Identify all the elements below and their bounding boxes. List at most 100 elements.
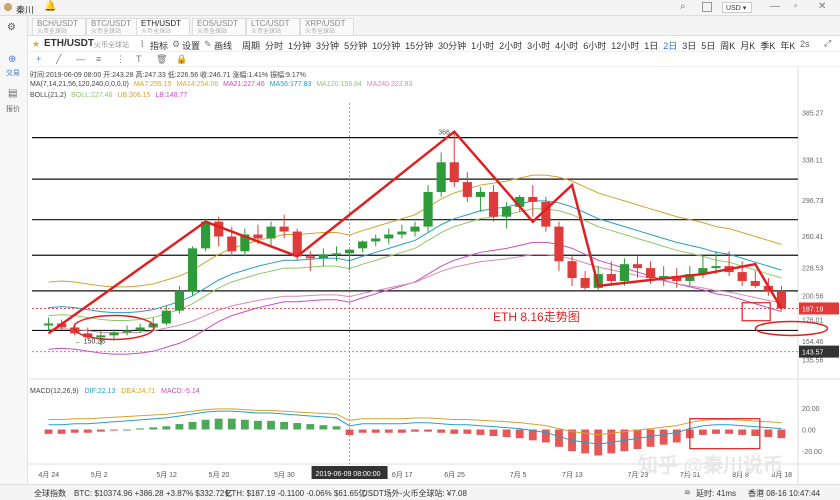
candle-body	[751, 281, 760, 286]
candle-body	[489, 192, 498, 217]
status-eth: ETH: $187.19 -0.1100 -0.06% $61.65亿	[226, 488, 366, 499]
bell-icon[interactable]: 🔔	[44, 1, 56, 12]
period-21[interactable]: 年K	[780, 41, 795, 51]
search-icon[interactable]: ⌕	[680, 1, 686, 12]
tab-eth[interactable]: ETH/USDT 火币全球站	[136, 18, 190, 35]
candle-body	[253, 235, 262, 239]
candle-body	[227, 236, 236, 251]
horizontal-line-icon[interactable]: ―	[76, 54, 85, 64]
market-icon[interactable]: ▤	[8, 88, 17, 99]
high-marker: 366	[438, 130, 450, 137]
period-6[interactable]: 15分钟	[405, 41, 433, 51]
period-8[interactable]: 1小时	[471, 41, 494, 51]
line-icon[interactable]: ╱	[56, 54, 61, 65]
macd-bar	[490, 430, 498, 437]
period-12[interactable]: 6小时	[583, 41, 606, 51]
settings-icon[interactable]: ⚙	[7, 22, 16, 33]
lock-icon[interactable]: 🔒	[176, 54, 187, 65]
period-3[interactable]: 3分钟	[316, 41, 339, 51]
price-tick-label: 338.11	[802, 157, 823, 164]
crosshair-icon[interactable]: +	[36, 54, 41, 64]
tab-title: BCH/USDT	[37, 20, 81, 28]
candle-body	[280, 227, 289, 232]
macd-bar	[372, 430, 380, 433]
drawing-button[interactable]: 画线	[214, 39, 232, 52]
tab-eos[interactable]: EOS/USDT 火币全球站	[192, 18, 246, 35]
close-icon[interactable]: ✕	[818, 1, 826, 12]
candle-body	[554, 227, 563, 262]
low-marker: ← 150.28	[75, 338, 105, 345]
tab-bar: BCH/USDT 火币全球站 BTC/USDT 火币全球站 ETH/USDT 火币全球…	[28, 16, 840, 36]
trash-icon[interactable]: 🗑	[156, 54, 167, 65]
crosshair-price-text: 143.57	[802, 350, 824, 357]
minimize-icon[interactable]: —	[770, 1, 780, 12]
period-10[interactable]: 3小时	[527, 41, 550, 51]
boll-lower-line	[49, 242, 782, 354]
tab-title: EOS/USDT	[197, 20, 241, 28]
macd-bar	[437, 430, 445, 433]
candle-body	[397, 232, 406, 235]
macd-bar	[254, 421, 262, 430]
period-7[interactable]: 30分钟	[438, 41, 466, 51]
tab-sub: 火币全球站	[251, 28, 295, 36]
period-11[interactable]: 4小时	[555, 41, 578, 51]
trade-icon[interactable]: ⊕	[8, 54, 16, 65]
chart-area[interactable]: 时间:2019-06-09 08:00 开:243.28 高:247.33 低:…	[28, 67, 840, 484]
gear-icon[interactable]: ⚙	[172, 39, 180, 50]
period-5[interactable]: 10分钟	[372, 41, 400, 51]
tab-bch[interactable]: BCH/USDT 火币全球站	[32, 18, 86, 35]
period-18[interactable]: 周K	[720, 41, 735, 51]
status-index[interactable]: 全球指数	[34, 488, 66, 499]
tab-ltc[interactable]: LTC/USDT 火币全球站	[246, 18, 300, 35]
macd-bar	[516, 430, 524, 439]
macd-bar	[398, 430, 406, 433]
period-16[interactable]: 3日	[682, 41, 696, 51]
expand-icon[interactable]: ⤢	[824, 38, 831, 49]
candle-body	[646, 268, 655, 278]
user-name[interactable]: 秦川	[16, 3, 34, 16]
exchange-label: 火币全球站	[94, 40, 129, 50]
candle-body	[502, 207, 511, 217]
period-19[interactable]: 月K	[740, 41, 755, 51]
candle-body	[528, 197, 537, 202]
refresh-interval[interactable]: 2s	[800, 39, 810, 49]
period-15[interactable]: 2日	[663, 41, 677, 51]
tab-title: LTC/USDT	[251, 20, 295, 28]
candlestick-chart[interactable]: 385.27 338.11 296.73 260.41 228.53 200.56 176.…	[28, 67, 840, 484]
status-latency: 延时: 41ms	[696, 488, 736, 499]
layout-icon[interactable]	[702, 2, 712, 12]
period-9[interactable]: 2小时	[499, 41, 522, 51]
text-icon[interactable]: T	[136, 54, 142, 64]
tab-btc[interactable]: BTC/USDT 火币全球站	[86, 18, 140, 35]
star-icon[interactable]: ★	[32, 39, 40, 50]
period-2[interactable]: 1分钟	[288, 41, 311, 51]
time-tick-label: 5月 30	[274, 471, 295, 479]
indicator-button[interactable]: 指标	[150, 39, 168, 52]
time-tick-label: 5月 12	[156, 471, 177, 479]
period-0[interactable]: 周期	[242, 41, 260, 51]
channel-icon[interactable]: ≡	[96, 54, 101, 64]
period-4[interactable]: 5分钟	[344, 41, 367, 51]
period-14[interactable]: 1日	[644, 41, 658, 51]
sidebar: ⚙ ⊕ 交易 ▤ 报价	[0, 16, 28, 484]
sidebar-item-market[interactable]: 报价	[6, 104, 20, 114]
indicator-icon[interactable]: ⌇	[140, 39, 144, 50]
tab-xrp[interactable]: XRP/USDT 火币全球站	[300, 18, 354, 35]
period-20[interactable]: 季K	[760, 41, 775, 51]
macd-bar	[764, 430, 772, 438]
candle-body	[371, 238, 380, 241]
fibonacci-icon[interactable]: ⋮	[116, 54, 125, 65]
sidebar-item-trade[interactable]: 交易	[6, 68, 20, 78]
period-13[interactable]: 12小时	[611, 41, 639, 51]
period-17[interactable]: 5日	[701, 41, 715, 51]
period-1[interactable]: 分时	[265, 41, 283, 51]
macd-dif-line	[49, 411, 782, 444]
settings-button[interactable]: 设置	[182, 39, 200, 52]
chart-annotation-title: ETH 8.16走势图	[493, 308, 580, 325]
time-tick-label: 6月 17	[392, 471, 413, 479]
currency-select[interactable]: USD ▾	[722, 2, 752, 13]
avatar[interactable]	[4, 3, 12, 11]
macd-bar	[175, 424, 183, 429]
pen-icon[interactable]: ✎	[204, 39, 212, 50]
maximize-icon[interactable]: ▫	[794, 1, 798, 12]
